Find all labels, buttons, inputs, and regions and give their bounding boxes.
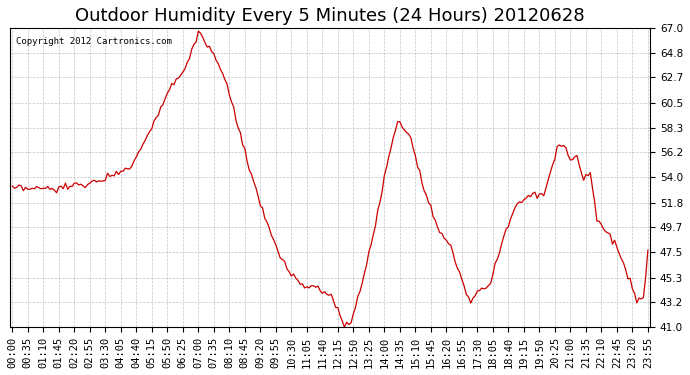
Title: Outdoor Humidity Every 5 Minutes (24 Hours) 20120628: Outdoor Humidity Every 5 Minutes (24 Hou… bbox=[75, 7, 585, 25]
Text: Copyright 2012 Cartronics.com: Copyright 2012 Cartronics.com bbox=[17, 37, 172, 46]
